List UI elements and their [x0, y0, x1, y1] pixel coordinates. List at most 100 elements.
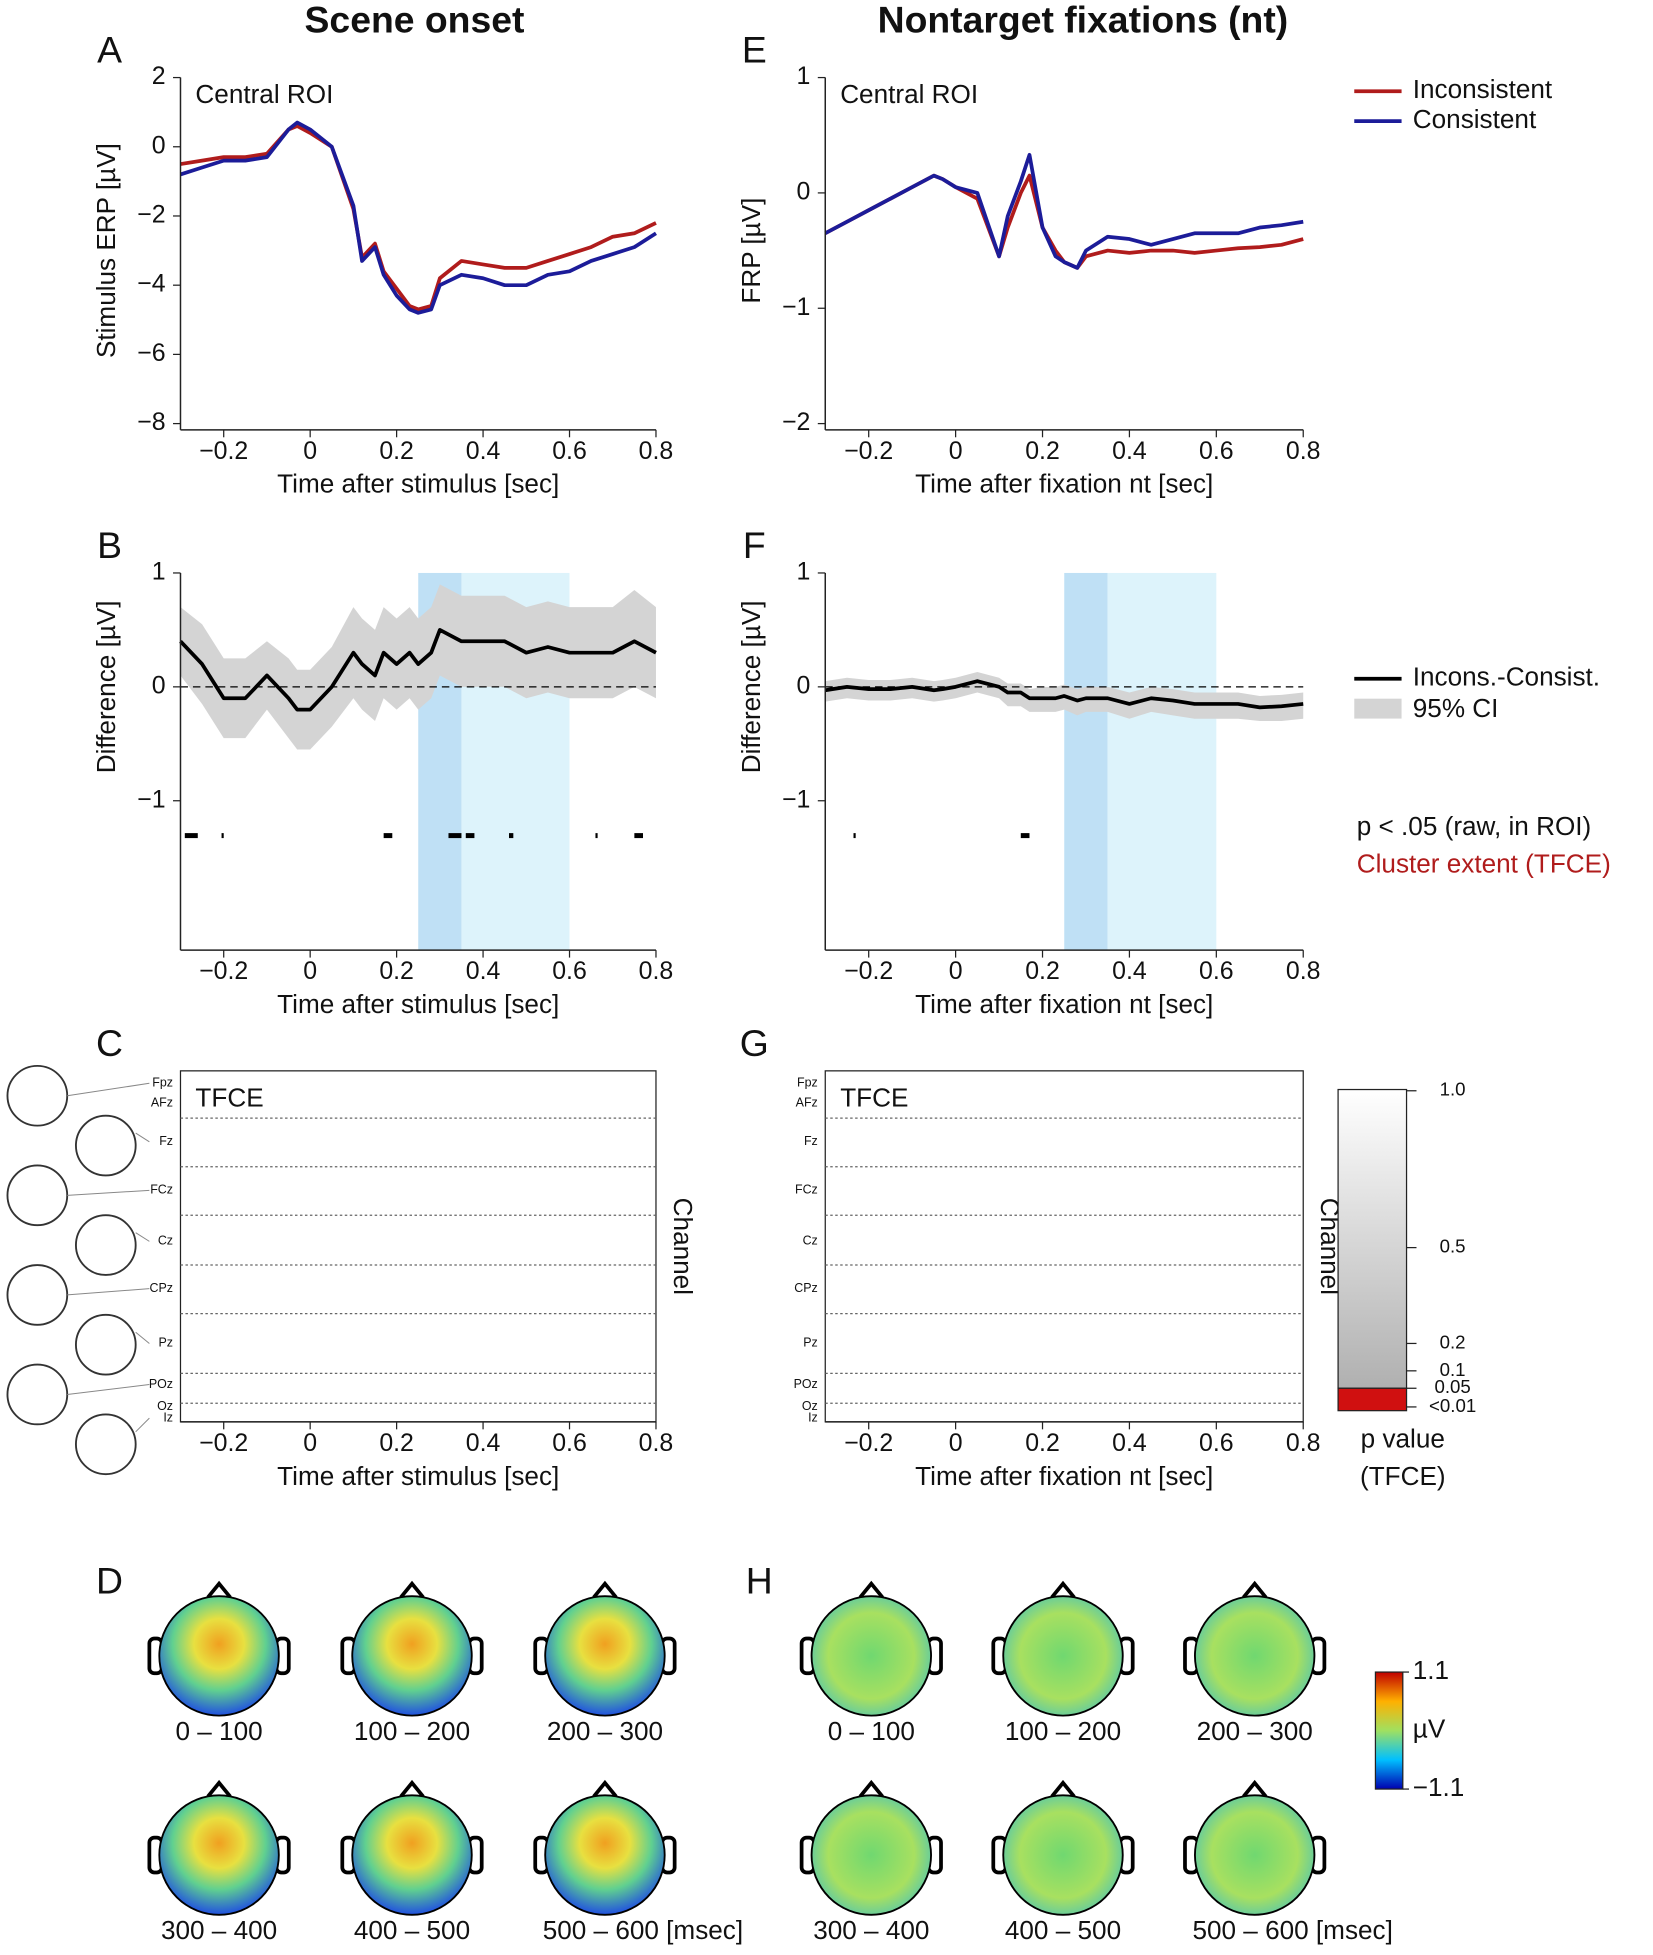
legend-label: Inconsistent: [1413, 74, 1553, 104]
x-axis-label: Time after stimulus [sec]: [277, 469, 559, 499]
x-tick-label: 0.8: [1286, 1429, 1321, 1457]
x-tick-label: 0.4: [1112, 957, 1147, 985]
head-icon: [6, 1264, 69, 1326]
significance-mark: [634, 833, 644, 839]
topomap-label: 0 – 100: [175, 1716, 262, 1746]
x-tick-label: 0.2: [379, 957, 414, 985]
x-axis-label: Time after fixation nt [sec]: [915, 1461, 1213, 1491]
topomap: [351, 1595, 473, 1717]
head-icon: [74, 1413, 137, 1476]
channel-label: Fz: [804, 1134, 818, 1148]
p-colorbar-red: [1337, 1387, 1408, 1412]
x-axis-label: Time after fixation nt [sec]: [915, 469, 1213, 499]
x-tick-label: 0.2: [1025, 1429, 1060, 1457]
channel-label: AFz: [151, 1095, 173, 1109]
significance-mark: [509, 833, 514, 839]
data-line: [180, 124, 657, 312]
x-tick-label: 0: [949, 437, 963, 465]
significance-mark: [595, 833, 598, 839]
panel-letter: D: [96, 1560, 123, 1602]
topomap-nose: [1050, 1779, 1076, 1798]
channel-label: Oz: [802, 1399, 818, 1413]
topomap-label: 200 – 300: [1197, 1716, 1313, 1746]
p-tick-label: <0.01: [1429, 1395, 1476, 1416]
significance-mark: [383, 833, 393, 839]
topomap: [544, 1595, 666, 1717]
legend-label: Cluster extent (TFCE): [1357, 848, 1611, 878]
significance-mark: [465, 833, 475, 839]
head-icon: [74, 1214, 137, 1276]
head-icon: [6, 1363, 69, 1426]
topomap: [158, 1595, 280, 1717]
channel-label: Pz: [159, 1336, 174, 1350]
heatmap-frame: [179, 1070, 657, 1423]
panel-letter: G: [740, 1022, 769, 1064]
topomap: [1194, 1794, 1316, 1916]
column-title: Nontarget fixations (nt): [878, 0, 1289, 41]
y-tick-label: −1: [782, 785, 810, 813]
x-tick-label: 0.2: [1025, 437, 1060, 465]
p-tick-label: 0.5: [1440, 1236, 1466, 1257]
data-line: [824, 679, 1304, 710]
topomap: [1194, 1595, 1316, 1717]
topomap-nose: [858, 1779, 884, 1798]
legend-label: Incons.-Consist.: [1413, 662, 1600, 692]
panel-letter: E: [742, 29, 767, 71]
y-tick-label: 1: [796, 62, 810, 90]
y-tick-label: −2: [782, 408, 810, 436]
x-tick-label: 0: [303, 957, 317, 985]
topomap-nose: [1242, 1580, 1268, 1599]
topomap: [544, 1794, 666, 1916]
head-icon: [6, 1164, 69, 1227]
channel-label: FCz: [795, 1183, 818, 1197]
topomap-label: 400 – 500: [1005, 1915, 1121, 1945]
x-tick-label: 0.8: [1286, 957, 1321, 985]
head-connector: [67, 1384, 150, 1395]
x-tick-label: 0.8: [639, 1429, 674, 1457]
x-tick-label: 0: [303, 1429, 317, 1457]
x-tick-label: 0.4: [466, 1429, 501, 1457]
x-axis-label: Time after fixation nt [sec]: [915, 989, 1213, 1019]
uv-tick-label: −1.1: [1413, 1772, 1465, 1802]
highlight-window: [1064, 572, 1108, 951]
topomap-nose: [592, 1580, 618, 1599]
p-tick-label: 0.05: [1434, 1376, 1470, 1397]
topomap-label: 200 – 300: [547, 1716, 663, 1746]
topomap: [1002, 1595, 1124, 1717]
head-connector: [135, 1232, 150, 1242]
head-connector: [135, 1417, 150, 1433]
head-icon: [6, 1064, 69, 1127]
panel-letter: C: [96, 1022, 123, 1064]
x-tick-label: 0.2: [379, 1429, 414, 1457]
annotation: Central ROI: [195, 79, 333, 109]
x-tick-label: 0.8: [639, 957, 674, 985]
y-axis-label: Stimulus ERP [µV]: [91, 143, 121, 358]
channel-label: CPz: [794, 1281, 818, 1295]
head-connector: [135, 1132, 150, 1143]
significance-mark: [184, 833, 198, 839]
annotation: TFCE: [840, 1082, 908, 1112]
head-connector: [67, 1082, 150, 1097]
topomap-label: 500 – 600 [msec]: [1192, 1915, 1392, 1945]
y-tick-label: 0: [152, 131, 166, 159]
channel-label: Cz: [158, 1234, 173, 1248]
p-colorbar-title: p value: [1361, 1423, 1445, 1453]
x-tick-label: 0.8: [639, 437, 674, 465]
x-tick-label: −0.2: [199, 957, 248, 985]
topomap-label: 300 – 400: [161, 1915, 277, 1945]
panel-letter: B: [97, 524, 122, 566]
significance-mark: [853, 833, 856, 839]
y-axis-label: FRP [µV]: [736, 198, 766, 304]
uv-unit: µV: [1413, 1713, 1446, 1743]
topomap: [351, 1794, 473, 1916]
topomap-nose: [399, 1779, 425, 1798]
channel-label: FCz: [150, 1183, 173, 1197]
x-tick-label: 0.4: [1112, 1429, 1147, 1457]
topomap-nose: [1242, 1779, 1268, 1798]
highlight-window: [1107, 572, 1217, 951]
channel-label: Cz: [803, 1234, 818, 1248]
x-tick-label: −0.2: [844, 437, 893, 465]
legend-label: p < .05 (raw, in ROI): [1357, 811, 1592, 841]
x-tick-label: 0.6: [1199, 1429, 1234, 1457]
